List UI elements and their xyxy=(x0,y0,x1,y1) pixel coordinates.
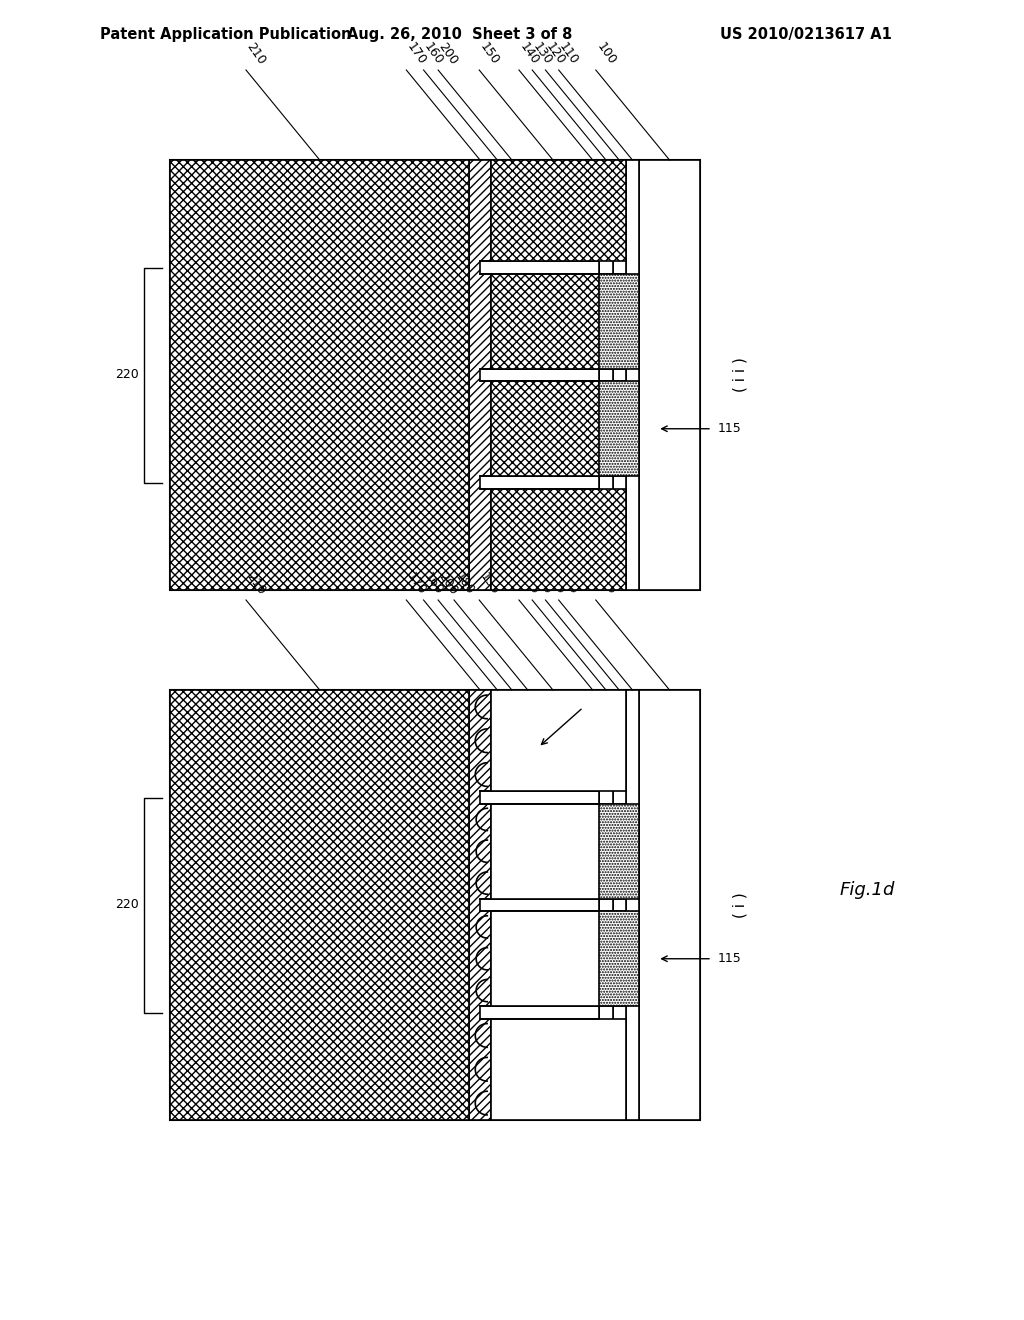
Bar xyxy=(490,1019,626,1119)
Bar xyxy=(599,911,639,1006)
Text: 160: 160 xyxy=(422,570,445,597)
Text: 110: 110 xyxy=(557,570,581,597)
Bar xyxy=(504,690,520,1119)
Bar xyxy=(612,160,626,590)
Text: 150: 150 xyxy=(477,40,502,67)
Bar xyxy=(490,804,626,899)
Bar xyxy=(490,690,504,1119)
Text: 140: 140 xyxy=(517,40,542,67)
Bar xyxy=(490,690,626,792)
Text: 100: 100 xyxy=(594,570,618,597)
Bar xyxy=(612,690,626,1119)
Text: ( i ): ( i ) xyxy=(732,892,748,917)
Text: 210: 210 xyxy=(244,570,268,597)
Text: 170: 170 xyxy=(404,570,429,597)
Bar xyxy=(490,488,626,590)
Bar xyxy=(480,261,599,273)
Bar xyxy=(490,911,626,1006)
Text: 130: 130 xyxy=(530,570,554,597)
Bar xyxy=(586,690,599,1119)
Bar xyxy=(480,1006,599,1019)
Text: 200: 200 xyxy=(436,40,461,67)
Bar xyxy=(520,690,586,1119)
Bar xyxy=(170,690,700,1119)
Bar xyxy=(469,690,490,1119)
Bar xyxy=(586,160,599,590)
Bar xyxy=(490,160,504,590)
Text: 160: 160 xyxy=(422,40,445,67)
Bar xyxy=(599,690,612,1119)
Text: Aug. 26, 2010  Sheet 3 of 8: Aug. 26, 2010 Sheet 3 of 8 xyxy=(347,28,572,42)
Bar xyxy=(490,160,626,261)
Text: 110: 110 xyxy=(557,40,581,67)
Bar xyxy=(626,160,639,590)
Bar xyxy=(639,160,700,590)
Text: 115: 115 xyxy=(718,952,741,965)
Bar xyxy=(170,690,469,1119)
Text: Fig.1d: Fig.1d xyxy=(840,880,895,899)
Bar xyxy=(469,160,490,590)
Text: 220: 220 xyxy=(116,899,139,912)
Text: 140: 140 xyxy=(517,570,542,597)
Bar xyxy=(626,690,639,1119)
Text: 150: 150 xyxy=(477,570,502,597)
Text: 100: 100 xyxy=(594,40,618,67)
Bar xyxy=(599,804,639,899)
Bar xyxy=(599,381,639,477)
Bar xyxy=(480,792,599,804)
Bar xyxy=(480,477,599,488)
Text: ( i i ): ( i i ) xyxy=(732,358,748,392)
Bar xyxy=(599,160,612,590)
Bar xyxy=(504,160,520,590)
Bar xyxy=(520,160,586,590)
Bar xyxy=(639,690,700,1119)
Bar xyxy=(480,370,599,381)
Text: 200: 200 xyxy=(436,570,461,597)
Text: Patent Application Publication: Patent Application Publication xyxy=(100,28,351,42)
Text: 180: 180 xyxy=(452,570,476,597)
Text: 115: 115 xyxy=(718,422,741,436)
Bar xyxy=(170,160,700,590)
Text: 210: 210 xyxy=(244,40,268,67)
Text: 130: 130 xyxy=(530,40,554,67)
Bar xyxy=(170,160,469,590)
Bar xyxy=(480,899,599,911)
Text: 120: 120 xyxy=(544,40,567,67)
Text: 120: 120 xyxy=(544,570,567,597)
Bar xyxy=(490,273,626,370)
Bar xyxy=(599,273,639,370)
Text: 170: 170 xyxy=(404,40,429,67)
Text: US 2010/0213617 A1: US 2010/0213617 A1 xyxy=(720,28,892,42)
Bar xyxy=(490,381,626,477)
Text: 220: 220 xyxy=(116,368,139,381)
